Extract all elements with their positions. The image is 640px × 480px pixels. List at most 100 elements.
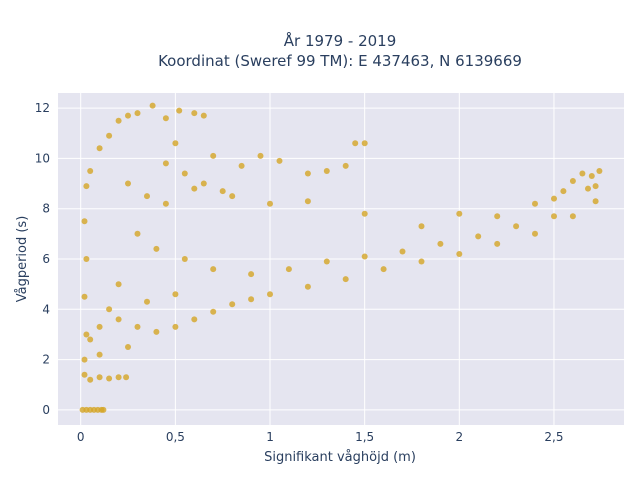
y-tick-label: 2	[42, 353, 50, 367]
data-points	[79, 102, 603, 413]
data-point	[81, 371, 88, 378]
data-point	[96, 145, 103, 152]
data-point	[342, 276, 349, 283]
data-point	[87, 376, 94, 383]
data-point	[123, 374, 130, 381]
data-point	[191, 185, 198, 192]
data-point	[361, 210, 368, 217]
data-point	[437, 240, 444, 247]
data-point	[134, 110, 141, 117]
data-point	[176, 107, 183, 114]
data-point	[200, 180, 207, 187]
y-tick-label: 8	[42, 202, 50, 216]
data-point	[181, 170, 188, 177]
data-point	[125, 112, 131, 119]
data-point	[83, 183, 90, 190]
data-point	[229, 301, 236, 308]
data-point	[285, 266, 292, 273]
data-point	[162, 200, 169, 207]
chart-title: År 1979 - 2019	[284, 31, 397, 50]
data-point	[551, 213, 557, 220]
data-point	[153, 245, 160, 252]
data-point	[83, 256, 90, 262]
data-point	[96, 351, 103, 358]
data-point	[125, 344, 131, 350]
data-point	[352, 140, 359, 147]
data-point	[248, 296, 255, 303]
y-tick-label: 4	[42, 302, 50, 316]
data-point	[134, 230, 141, 237]
data-point	[115, 117, 122, 124]
data-point	[551, 195, 557, 202]
data-point	[191, 316, 198, 323]
x-tick-label: 2,5	[544, 430, 563, 444]
data-point	[267, 200, 273, 207]
data-point	[210, 266, 217, 273]
chart-subtitle: Koordinat (Sweref 99 TM): E 437463, N 61…	[158, 52, 522, 70]
data-point	[323, 258, 330, 265]
x-tick-label: 0,5	[166, 430, 185, 444]
data-point	[106, 306, 113, 313]
data-point	[81, 218, 88, 225]
data-point	[96, 374, 103, 381]
data-point	[532, 200, 538, 207]
x-tick-label: 0	[77, 430, 85, 444]
data-point	[200, 112, 207, 119]
data-point	[248, 271, 255, 278]
data-point	[257, 152, 264, 159]
data-point	[125, 180, 131, 187]
data-point	[210, 152, 217, 159]
data-point	[181, 256, 188, 262]
data-point	[115, 374, 122, 381]
data-point	[304, 170, 311, 177]
data-point	[172, 291, 179, 298]
data-point	[532, 230, 538, 237]
data-point	[87, 336, 94, 343]
data-point	[342, 162, 349, 169]
data-point	[144, 298, 150, 305]
data-point	[585, 185, 591, 192]
data-point	[475, 233, 482, 240]
x-tick-labels: 0 0,5 1 1,5 2 2,5	[77, 430, 564, 444]
data-point	[100, 406, 107, 413]
data-point	[153, 328, 160, 335]
data-point	[494, 213, 501, 220]
data-point	[361, 253, 368, 260]
data-point	[191, 110, 198, 117]
data-point	[238, 162, 245, 169]
y-tick-label: 6	[42, 252, 50, 266]
data-point	[588, 173, 595, 179]
data-point	[210, 308, 217, 315]
y-tick-label: 12	[35, 101, 50, 115]
data-point	[106, 375, 113, 382]
data-point	[172, 140, 179, 147]
x-tick-label: 1,5	[355, 430, 374, 444]
y-axis-label: Vågperiod (s)	[15, 216, 30, 303]
data-point	[115, 316, 122, 323]
y-tick-label: 0	[42, 403, 50, 417]
data-point	[162, 115, 169, 122]
data-point	[276, 157, 283, 164]
data-point	[513, 223, 520, 230]
data-point	[304, 283, 311, 290]
data-point	[592, 198, 599, 205]
y-tick-labels: 0 2 4 6 8 10 12	[35, 101, 50, 417]
y-tick-label: 10	[35, 151, 50, 165]
data-point	[380, 266, 387, 273]
data-point	[569, 178, 576, 184]
data-point	[418, 258, 425, 265]
data-point	[456, 251, 463, 257]
x-axis-label: Signifikant våghöjd (m)	[264, 450, 416, 465]
x-tick-label: 1	[266, 430, 274, 444]
data-point	[304, 198, 311, 205]
data-point	[592, 183, 599, 190]
data-point	[106, 132, 113, 139]
data-point	[456, 210, 463, 217]
data-point	[569, 213, 576, 220]
data-point	[162, 160, 169, 167]
data-point	[87, 168, 94, 174]
data-point	[81, 356, 88, 363]
data-point	[81, 293, 88, 300]
data-point	[219, 188, 226, 195]
